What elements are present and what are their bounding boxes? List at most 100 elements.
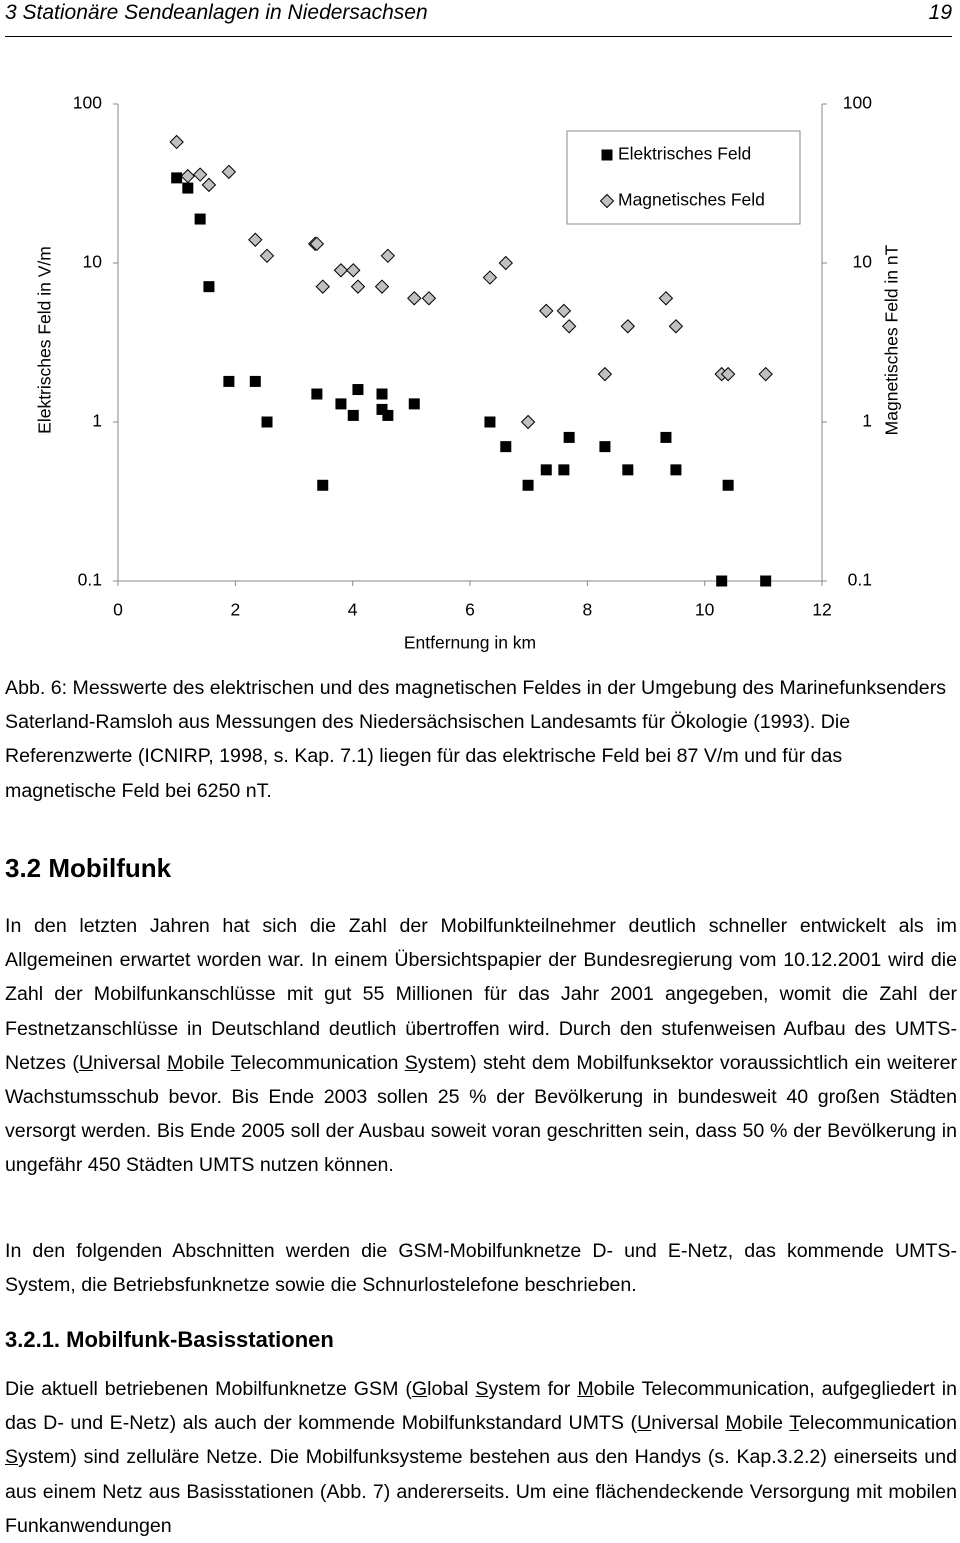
data-point <box>376 388 388 400</box>
data-point <box>347 409 359 421</box>
section-heading: 3.2 Mobilfunk <box>5 853 172 883</box>
x-tick-label: 12 <box>812 600 831 620</box>
legend-box <box>566 130 801 225</box>
data-point <box>498 255 513 271</box>
paragraph: In den folgenden Abschnitten werden die … <box>5 1234 957 1302</box>
text-run: ystem) steht dem Mobilfunksektor vorauss… <box>5 1051 957 1177</box>
text-run: elecommunication <box>240 1051 405 1074</box>
x-tick-label: 2 <box>230 600 240 620</box>
y2-tick-label: 1 <box>862 411 872 431</box>
text-run: T <box>230 1051 241 1074</box>
data-point <box>421 291 437 306</box>
data-point <box>223 375 235 387</box>
data-point <box>539 303 554 319</box>
figure-caption: Abb. 6: Messwerte des elektrischen und d… <box>5 677 947 802</box>
data-point <box>194 213 206 225</box>
data-point <box>309 236 325 252</box>
text-run: Die aktuell betriebenen Mobilfunknetze G… <box>5 1378 412 1400</box>
data-point <box>660 431 672 443</box>
paragraph: In den letzten Jahren hat sich die Zahl … <box>5 909 957 1183</box>
data-point <box>346 263 361 278</box>
data-point <box>720 366 736 382</box>
text-run: G <box>411 1378 428 1400</box>
y2-tick-label: 0.1 <box>848 570 872 590</box>
text-run: M <box>725 1412 742 1435</box>
text-run: In den letzten Jahren hat sich die Zahl … <box>5 915 957 1074</box>
text-run: niversal <box>651 1412 726 1435</box>
data-point <box>482 270 498 285</box>
text-run: In den folgenden Abschnitten werden die … <box>5 1240 957 1297</box>
data-point <box>335 398 347 410</box>
data-point <box>352 384 364 396</box>
data-point <box>556 303 572 319</box>
data-point <box>561 319 577 334</box>
text-run: M <box>166 1051 184 1074</box>
legend-marker <box>599 193 615 209</box>
data-point <box>408 398 420 410</box>
data-point <box>670 464 682 476</box>
data-point <box>192 167 208 182</box>
y-tick-label: 100 <box>73 93 102 113</box>
data-point <box>249 375 261 387</box>
x-tick-label: 4 <box>348 600 358 620</box>
data-point <box>171 172 183 184</box>
data-point <box>520 414 536 430</box>
data-point <box>622 464 634 476</box>
data-point <box>376 403 388 415</box>
data-point <box>484 416 496 428</box>
legend-label: Magnetisches Feld <box>618 190 765 210</box>
text-run: T <box>789 1412 800 1435</box>
text-run: S <box>475 1378 489 1400</box>
data-point <box>248 232 263 247</box>
data-point <box>317 479 329 491</box>
x-tick-label: 10 <box>695 600 715 620</box>
data-point <box>620 319 636 334</box>
data-point <box>597 366 613 382</box>
running-header: 3 Stationäre Sendeanlagen in Niedersachs… <box>5 0 952 37</box>
y2-axis-label: Magnetisches Feld in nT <box>882 244 902 435</box>
y-tick-label: 1 <box>92 411 102 431</box>
text-run: obile <box>183 1051 231 1074</box>
data-point <box>563 431 575 443</box>
data-point <box>315 279 330 294</box>
y-tick-label: 10 <box>83 252 103 272</box>
data-point <box>558 464 570 476</box>
data-point <box>522 479 534 491</box>
text-run: U <box>637 1412 652 1435</box>
paragraph: Die aktuell betriebenen Mobilfunknetze G… <box>5 1372 957 1543</box>
text-run: obile Telecommunication, aufgegliedert i… <box>5 1378 958 1435</box>
header-title: 3 Stationäre Sendeanlagen in Niedersachs… <box>5 1 428 24</box>
data-point <box>180 168 196 184</box>
text-run: elecommunication <box>799 1412 957 1435</box>
x-tick-label: 8 <box>582 600 592 620</box>
data-point <box>169 134 184 150</box>
text-run: U <box>78 1051 94 1074</box>
x-tick-label: 6 <box>465 600 475 620</box>
data-point <box>500 441 512 453</box>
data-point <box>760 575 772 587</box>
data-point <box>382 409 394 421</box>
text-run: ystem for <box>488 1378 578 1400</box>
data-point <box>716 575 728 587</box>
x-axis-label: Entfernung in km <box>404 633 536 653</box>
text-run: niversal <box>93 1051 167 1074</box>
data-point <box>374 279 390 294</box>
data-point <box>540 464 552 476</box>
data-point <box>261 416 273 428</box>
data-point <box>259 248 275 264</box>
data-point <box>311 388 323 400</box>
data-point <box>407 291 422 306</box>
y2-tick-label: 100 <box>843 93 872 113</box>
data-point <box>722 479 734 491</box>
y2-tick-label: 10 <box>853 252 873 272</box>
y-axis-label: Elektrisches Feld in V/m <box>35 246 55 434</box>
x-tick-label: 0 <box>113 600 123 620</box>
data-point <box>203 281 215 293</box>
y-tick-label: 0.1 <box>78 570 102 590</box>
text-run: ystem) sind zelluläre Netze. Die Mobilfu… <box>5 1446 957 1537</box>
data-point <box>221 164 237 180</box>
text-run: obile <box>741 1412 790 1435</box>
data-point <box>599 441 611 453</box>
data-point <box>668 319 684 334</box>
